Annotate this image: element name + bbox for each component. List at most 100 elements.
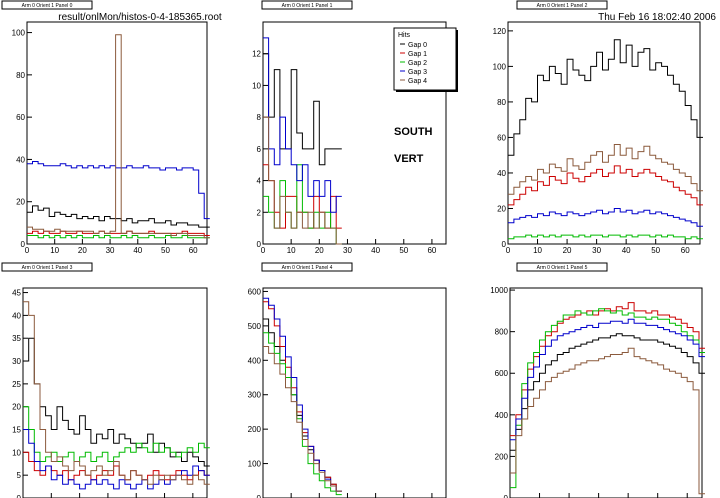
x-tick-label: 60	[189, 246, 198, 255]
histogram-series	[510, 333, 705, 451]
y-tick-label: 500	[248, 322, 262, 331]
histogram-series	[508, 208, 703, 227]
panels-layer: Arm 0 Orient 1 Panel 00 10 20 30 40 50 6002040…	[1, 0, 705, 498]
legend-entry: Gap 1	[400, 51, 427, 58]
legend: Hits Gap 0 Gap 1 Gap 2 Gap 3 Gap 4	[393, 27, 458, 92]
x-tick-label: 40	[622, 246, 631, 255]
legend-shadow-bottom	[396, 90, 458, 92]
histogram-panel: Arm 0 Orient 1 Panel 5010203040506002004…	[490, 262, 705, 498]
histogram-series	[508, 39, 703, 156]
panel-title-box	[261, 0, 353, 10]
annotation-vert: VERT	[394, 153, 424, 165]
annotation-south: SOUTH	[394, 126, 433, 138]
panel-title-box	[516, 262, 608, 272]
y-tick-label: 0	[17, 494, 22, 498]
y-tick-label: 0	[257, 494, 262, 498]
panel-title: Arm 0 Orient 1 Panel 3	[22, 265, 73, 271]
y-tick-label: 800	[495, 328, 509, 337]
y-tick-label: 600	[248, 287, 262, 296]
histogram-series	[510, 318, 705, 441]
plot-frame	[262, 287, 447, 498]
y-tick-label: 0	[502, 240, 507, 249]
y-tick-label: 45	[12, 289, 21, 298]
x-tick-label: 30	[592, 246, 601, 255]
legend-entry: Gap 0	[400, 42, 427, 49]
histogram-panel: Arm 0 Orient 1 Panel 0 0 10 20 30 40 50 60 0 20 40…	[1, 0, 210, 255]
y-tick-label: 200	[495, 452, 509, 461]
legend-entry-label: Gap 4	[408, 78, 427, 85]
histogram-series	[510, 308, 705, 489]
x-tick-label: 50	[399, 246, 408, 255]
file-label: result/onlMon/histos-0-4-185365.root	[58, 12, 222, 23]
y-tick-label: 600	[495, 369, 509, 378]
y-tick-label: 30	[12, 357, 21, 366]
panel-title: Arm 0 Orient 1 Panel 5	[537, 265, 588, 271]
x-tick-label: 20	[563, 246, 572, 255]
histogram-series	[27, 235, 210, 239]
y-tick-label: 5	[17, 471, 22, 480]
panel-title-box	[1, 0, 93, 10]
timestamp: Thu Feb 16 18:02:40 2006	[598, 12, 716, 23]
y-tick-label: 20	[16, 198, 25, 207]
y-tick-label: 8	[257, 113, 262, 122]
histogram-panel: Arm 0 Orient 1 Panel 1 0 10 20 30 40 50 60 0 2 4 6 8…	[252, 0, 447, 255]
panel-title-box	[516, 0, 608, 10]
y-tick-label: 15	[12, 426, 21, 435]
histogram-series	[263, 116, 342, 245]
x-tick-label: 60	[427, 246, 436, 255]
panel-title-box	[261, 262, 353, 272]
x-tick-label: 30	[106, 246, 115, 255]
y-tick-label: 35	[12, 334, 21, 343]
y-tick-label: 4	[257, 177, 262, 186]
x-tick-label: 50	[161, 246, 170, 255]
histogram-series	[263, 346, 342, 492]
plot-frame	[509, 287, 703, 498]
y-tick-label: 80	[497, 98, 506, 107]
x-tick-label: 60	[681, 246, 690, 255]
histogram-series	[510, 302, 705, 437]
y-tick-label: 40	[497, 169, 506, 178]
legend-entry: Gap 2	[400, 60, 427, 67]
histogram-series	[263, 297, 342, 492]
y-tick-label: 80	[16, 71, 25, 80]
y-tick-label: 300	[248, 391, 262, 400]
x-tick-label: 0	[506, 246, 511, 255]
histogram-series	[508, 234, 703, 240]
y-tick-label: 120	[493, 27, 507, 36]
legend-entry-label: Gap 2	[408, 60, 427, 67]
histogram-series	[263, 37, 342, 213]
x-tick-label: 0	[25, 246, 30, 255]
y-tick-label: 400	[495, 411, 509, 420]
histogram-series	[23, 337, 210, 467]
panel-title: Arm 0 Orient 1 Panel 0	[22, 3, 73, 9]
x-tick-label: 10	[533, 246, 542, 255]
y-tick-label: 100	[12, 29, 26, 38]
y-tick-label: 40	[16, 155, 25, 164]
legend-entry: Gap 4	[400, 78, 427, 85]
x-tick-label: 0	[261, 246, 266, 255]
histogram-series	[27, 34, 210, 239]
y-tick-label: 10	[252, 81, 261, 90]
plot-frame	[262, 21, 447, 245]
x-tick-label: 40	[133, 246, 142, 255]
x-tick-label: 10	[50, 246, 59, 255]
plot-frame	[26, 21, 208, 245]
histogram-series	[27, 161, 210, 220]
annotation-vert-text: VERT	[394, 153, 424, 165]
plot-frame	[507, 21, 701, 245]
histogram-series	[23, 406, 210, 462]
y-tick-label: 400	[248, 356, 262, 365]
panel-title-box	[1, 262, 93, 272]
plot-frame	[22, 287, 208, 498]
histogram-series	[263, 301, 342, 492]
x-tick-label: 20	[78, 246, 87, 255]
y-tick-label: 12	[252, 50, 261, 59]
y-tick-label: 25	[12, 380, 21, 389]
panel-title: Arm 0 Orient 1 Panel 2	[537, 3, 588, 9]
legend-entry: Gap 3	[400, 69, 427, 76]
y-tick-label: 100	[493, 62, 507, 71]
histogram-series	[263, 53, 342, 166]
annotation-south-text: SOUTH	[394, 126, 433, 138]
histogram-panel: Arm 0 Orient 1 Panel 2 0 10 20 30 40 50 60 0 20 40…	[493, 0, 703, 255]
y-tick-label: 20	[12, 403, 21, 412]
